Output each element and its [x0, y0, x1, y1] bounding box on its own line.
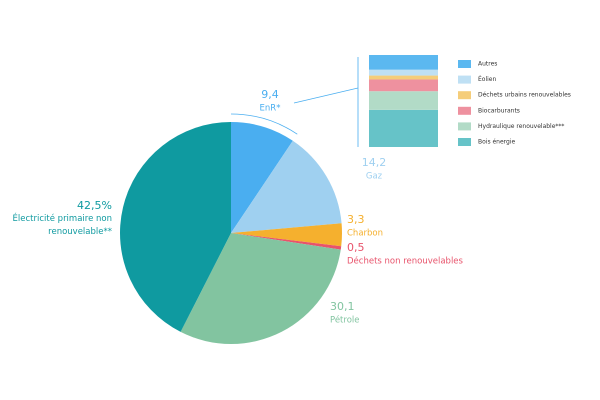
legend-swatch — [458, 75, 471, 84]
electricite-label: 42,5% Électricité primaire non renouvela… — [0, 198, 112, 239]
legend-swatch — [458, 138, 471, 146]
legend-swatch — [458, 91, 471, 100]
category-label: Gaz — [366, 172, 383, 182]
pie-slice — [231, 140, 342, 233]
breakdown-segment — [369, 79, 438, 92]
category-label: Déchets non renouvelables — [347, 256, 464, 267]
pie-slice — [231, 122, 293, 233]
category-label: Électricité primaire non renouvelable** — [12, 214, 112, 237]
legend-swatch — [458, 106, 471, 115]
breakdown-segment — [369, 91, 438, 110]
value-label: 30,1 — [330, 300, 355, 313]
legend-label: Hydraulique renouvelable*** — [478, 123, 564, 130]
pie-slice — [231, 233, 342, 250]
legend-label: Biocarburants — [478, 107, 520, 114]
value-label: 3,3 — [347, 213, 365, 226]
value-label: 9,4 — [261, 88, 279, 101]
value-label: 42,5% — [77, 199, 112, 212]
breakdown-segment — [369, 69, 438, 76]
bracket-arc — [230, 113, 298, 135]
legend-swatch — [458, 60, 471, 68]
category-label: Charbon — [347, 229, 383, 239]
legend-label: Déchets urbains renouvelables — [478, 92, 571, 99]
legend-label: Éolien — [478, 75, 496, 83]
value-label: 14,2 — [362, 156, 387, 169]
legend-swatch — [458, 122, 471, 131]
category-label: Pétrole — [330, 315, 359, 326]
pie-slice — [180, 233, 341, 344]
pie-slice — [119, 122, 231, 332]
legend-label: Autres — [478, 61, 497, 68]
breakdown-segment — [369, 109, 438, 147]
pie-slice — [231, 223, 342, 247]
legend-label: Bois énergie — [478, 139, 516, 146]
breakdown-segment — [369, 75, 438, 80]
category-label: EnR* — [260, 104, 281, 114]
connector — [293, 87, 359, 104]
breakdown-segment — [369, 55, 438, 70]
value-label: 0,5 — [347, 241, 365, 254]
